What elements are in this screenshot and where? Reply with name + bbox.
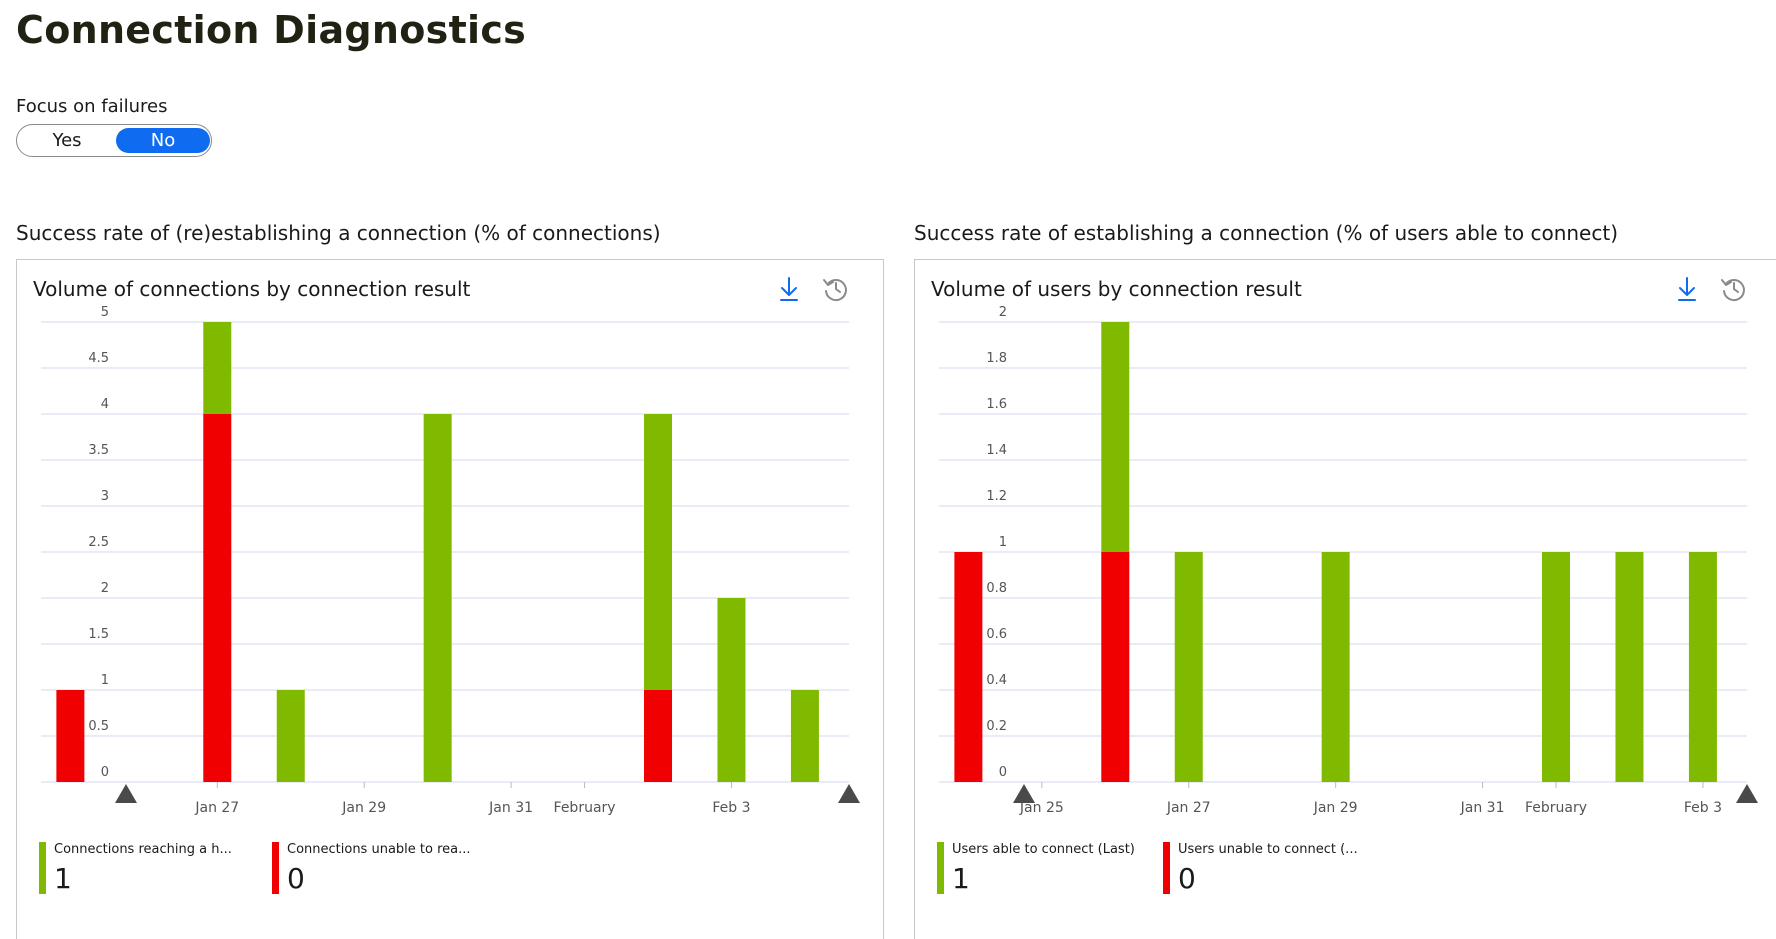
y-tick-label: 0.2: [986, 719, 1007, 734]
panel-connections: Volume of connections by connection resu…: [16, 259, 884, 939]
bar-success: [1174, 552, 1203, 782]
y-tick-label: 1.2: [986, 489, 1007, 504]
y-tick-label: 0.5: [88, 719, 109, 734]
section-heading-connections: Success rate of (re)establishing a conne…: [16, 221, 661, 245]
legend-swatch-failure: [272, 842, 279, 894]
legend-value: 1: [952, 862, 970, 895]
y-tick-label: 2.5: [88, 535, 109, 550]
legend-label: Users unable to connect (...: [1178, 842, 1358, 857]
bar-failure: [644, 690, 673, 782]
y-tick-label: 1.4: [986, 443, 1007, 458]
bar-failure: [56, 690, 85, 782]
bar-success: [790, 690, 819, 782]
legend-value: 1: [54, 862, 72, 895]
legend-label: Connections unable to rea...: [287, 842, 471, 857]
range-handle-right: [1736, 784, 1758, 803]
bar-failure: [203, 414, 232, 782]
focus-on-failures-label: Focus on failures: [16, 96, 168, 117]
x-tick-label: Jan 29: [341, 800, 386, 816]
section-heading-users: Success rate of establishing a connectio…: [914, 221, 1618, 245]
bar-success: [1321, 552, 1350, 782]
bar-success: [423, 414, 452, 782]
x-tick-label: Jan 27: [1166, 800, 1211, 816]
y-tick-label: 0.8: [986, 581, 1007, 596]
legend-swatch-success: [937, 842, 944, 894]
bar-failure: [954, 552, 983, 782]
users-bar-chart: 0 0.2 0.4 0.6 0.8 1 1.2 1.4 1.6 1.8 2 Jan 25 Jan 27 J…: [939, 305, 1758, 816]
legend-value: 0: [287, 862, 305, 895]
y-tick-label: 5: [101, 305, 109, 320]
range-handle-left: [1013, 784, 1035, 803]
bar-failure: [1101, 552, 1130, 782]
bar-success: [1688, 552, 1717, 782]
download-icon[interactable]: [1672, 274, 1702, 304]
history-icon[interactable]: [1719, 274, 1749, 304]
bar-success: [644, 414, 673, 690]
panel-users: Volume of users by connection result 0 0.…: [914, 259, 1776, 939]
x-tick-label: Jan 25: [1019, 800, 1064, 816]
page-title: Connection Diagnostics: [16, 8, 527, 52]
x-tick-label: Jan 27: [194, 800, 239, 816]
toggle-option-yes[interactable]: Yes: [52, 130, 82, 151]
x-tick-label: February: [554, 800, 616, 816]
toggle-option-no[interactable]: No: [116, 128, 210, 153]
focus-on-failures-toggle[interactable]: Yes No: [16, 124, 212, 157]
history-icon[interactable]: [821, 274, 851, 304]
y-tick-label: 2: [999, 305, 1007, 320]
range-handle-right: [838, 784, 860, 803]
bar-success: [1615, 552, 1644, 782]
y-tick-label: 0: [101, 765, 109, 780]
x-tick-label: Feb 3: [712, 800, 750, 816]
bar-success: [1542, 552, 1571, 782]
bar-success: [1101, 322, 1130, 552]
y-tick-label: 0: [999, 765, 1007, 780]
y-tick-label: 0.4: [986, 673, 1007, 688]
legend-label: Users able to connect (Last): [952, 842, 1135, 857]
y-tick-label: 0.6: [986, 627, 1007, 642]
bar-success: [203, 322, 232, 414]
range-handle-left: [115, 784, 137, 803]
x-tick-label: Jan 29: [1313, 800, 1358, 816]
y-tick-label: 3: [101, 489, 109, 504]
y-tick-label: 3.5: [88, 443, 109, 458]
bar-success: [276, 690, 305, 782]
y-tick-label: 1.5: [88, 627, 109, 642]
y-tick-label: 4.5: [88, 351, 109, 366]
x-tick-label: Jan 31: [1460, 800, 1505, 816]
y-tick-label: 2: [101, 581, 109, 596]
legend-swatch-success: [39, 842, 46, 894]
y-tick-label: 1.6: [986, 397, 1007, 412]
y-tick-label: 4: [101, 397, 109, 412]
legend-label: Connections reaching a h...: [54, 842, 232, 857]
x-tick-label: February: [1525, 800, 1587, 816]
connections-bar-chart: 0 0.5 1 1.5 2 2.5 3 3.5 4 4.5 5 Jan 27 Jan 29 Jan 31 F…: [41, 305, 860, 816]
y-tick-label: 1.8: [986, 351, 1007, 366]
legend-swatch-failure: [1163, 842, 1170, 894]
x-tick-label: Feb 3: [1684, 800, 1722, 816]
y-tick-label: 1: [101, 673, 109, 688]
y-tick-label: 1: [999, 535, 1007, 550]
download-icon[interactable]: [774, 274, 804, 304]
legend-value: 0: [1178, 862, 1196, 895]
bar-success: [717, 598, 746, 782]
panel-title: Volume of users by connection result: [931, 277, 1302, 301]
panel-title: Volume of connections by connection resu…: [33, 277, 471, 301]
x-tick-label: Jan 31: [488, 800, 533, 816]
